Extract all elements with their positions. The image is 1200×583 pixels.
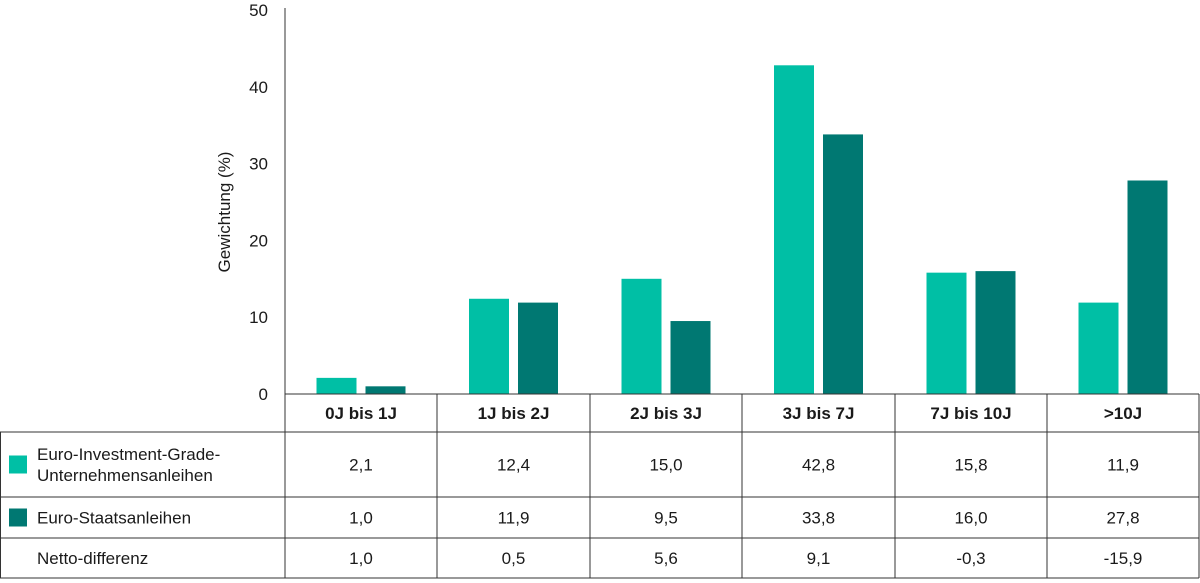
y-tick-label: 40 xyxy=(249,78,268,97)
legend-label: Euro-Investment-Grade- xyxy=(37,445,220,464)
row-label: Netto-differenz xyxy=(37,549,148,568)
data-table: 0J bis 1J 1J bis 2J 2J bis 3J 3J bis 7J 7J b… xyxy=(0,393,1200,579)
legend-label: Unternehmensanleihen xyxy=(37,466,213,485)
table-cell-value: 16,0 xyxy=(954,509,987,528)
bar xyxy=(316,377,357,394)
table-cell-value: 11,9 xyxy=(498,509,530,528)
category-label: 7J bis 10J xyxy=(930,404,1011,423)
category-label: >10J xyxy=(1104,404,1142,423)
table-cell-value: 33,8 xyxy=(802,509,835,528)
category-label: 1J bis 2J xyxy=(478,404,550,423)
y-tick-label: 30 xyxy=(249,155,268,174)
bars xyxy=(316,65,1168,395)
y-tick-label: 20 xyxy=(249,231,268,250)
bar xyxy=(1127,180,1168,394)
table-cell-value: 42,8 xyxy=(802,456,835,475)
y-tick-label: 0 xyxy=(259,385,268,404)
bar xyxy=(670,321,711,394)
table-cell-value: 27,8 xyxy=(1106,509,1139,528)
category-label: 0J bis 1J xyxy=(325,404,397,423)
category-label: 3J bis 7J xyxy=(783,404,855,423)
bar xyxy=(621,278,662,394)
table-cell-value: 0,5 xyxy=(502,549,526,568)
table-cell-value: 5,6 xyxy=(654,549,678,568)
bar xyxy=(975,271,1016,394)
legend-label: Euro-Staatsanleihen xyxy=(37,509,191,528)
y-tick-label: 50 xyxy=(249,1,268,20)
table-cell-value: 12,4 xyxy=(497,456,530,475)
table-cell-value: -0,3 xyxy=(956,549,985,568)
table-cell-value: 1,0 xyxy=(349,509,373,528)
bar xyxy=(1078,302,1119,394)
legend-swatch xyxy=(9,508,27,527)
y-axis: 0 10 20 30 40 50 xyxy=(249,1,286,404)
legend-swatch xyxy=(9,455,27,474)
table-cell-value: 15,0 xyxy=(649,456,682,475)
bar xyxy=(774,65,814,395)
table-cell-value: 1,0 xyxy=(349,549,373,568)
table-cell-value: 2,1 xyxy=(349,456,373,475)
table-cell-value: -15,9 xyxy=(1104,549,1143,568)
bar xyxy=(518,302,558,394)
table-cell-value: 11,9 xyxy=(1107,456,1139,475)
bar xyxy=(926,272,967,394)
bar xyxy=(469,298,509,394)
bar xyxy=(823,134,863,394)
category-label: 2J bis 3J xyxy=(630,404,702,423)
y-axis-title: Gewichtung (%) xyxy=(215,152,234,273)
table-cell-value: 15,8 xyxy=(954,456,987,475)
y-tick-label: 10 xyxy=(249,308,268,327)
table-cell-value: 9,5 xyxy=(654,509,678,528)
bar xyxy=(365,386,406,394)
table-cell-value: 9,1 xyxy=(807,549,831,568)
